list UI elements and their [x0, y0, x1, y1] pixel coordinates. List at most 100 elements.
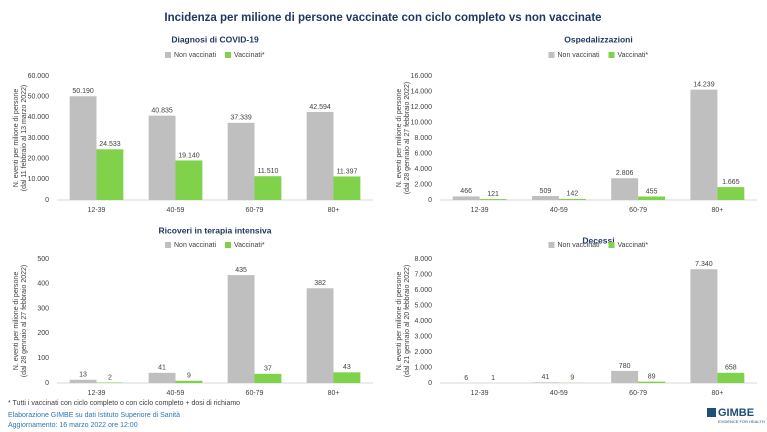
- y-tick-label: 4.000: [414, 166, 432, 173]
- value-label: 24.533: [99, 141, 121, 148]
- bar: [227, 275, 255, 383]
- page-title: Incidenza per milione di persone vaccina…: [164, 12, 601, 24]
- bar: [175, 160, 203, 200]
- y-tick-label: 0: [428, 197, 432, 204]
- value-label: 382: [314, 280, 326, 287]
- value-label: 1.665: [722, 179, 740, 186]
- value-label: 6: [464, 375, 468, 382]
- value-label: 121: [487, 191, 499, 198]
- value-label: 11.397: [336, 168, 357, 175]
- bar: [479, 199, 507, 200]
- y-tick-label: 300: [37, 305, 49, 312]
- value-label: 2.806: [616, 170, 634, 177]
- y-tick-label: 30.000: [28, 135, 50, 142]
- value-label: 466: [460, 188, 472, 195]
- x-tick-label: 12-39: [471, 390, 489, 397]
- value-label: 142: [567, 191, 579, 198]
- bar: [690, 89, 718, 200]
- bar: [306, 111, 334, 200]
- x-tick-label: 60-79: [629, 207, 647, 214]
- chart-title: Decessi: [582, 235, 614, 245]
- source: Elaborazione GIMBE su dati Istituto Supe…: [8, 412, 180, 419]
- bar: [611, 178, 639, 200]
- x-tick-label: 80+: [711, 207, 723, 214]
- value-label: 89: [648, 373, 656, 380]
- legend-label: Vaccinati*: [618, 52, 649, 59]
- y-tick-label: 1.000: [414, 364, 432, 371]
- x-tick-label: 60-79: [246, 207, 264, 214]
- value-label: 780: [619, 363, 631, 370]
- x-tick-label: 40-59: [167, 207, 185, 214]
- y-tick-label: 40.000: [28, 114, 50, 121]
- value-label: 50.190: [72, 88, 94, 95]
- y-tick-label: 20.000: [28, 156, 50, 163]
- bar: [148, 372, 176, 383]
- y-tick-label: 100: [37, 355, 49, 362]
- y-tick-label: 2.000: [414, 181, 432, 188]
- legend-swatch: [225, 52, 231, 58]
- y-axis-label: N. eventi per milione di persone: [13, 89, 20, 188]
- bar: [638, 196, 666, 200]
- logo-tagline: EVIDENCE FOR HEALTH: [718, 419, 765, 424]
- x-tick-label: 40-59: [550, 390, 568, 397]
- value-label: 435: [235, 267, 247, 274]
- bar: [717, 372, 745, 383]
- chart-title: Ricoveri in terapia intensiva: [159, 225, 272, 235]
- y-tick-label: 500: [37, 256, 49, 263]
- chart-title: Ospedalizzazioni: [564, 34, 633, 44]
- x-tick-label: 12-39: [88, 390, 106, 397]
- bar: [333, 372, 361, 383]
- value-label: 9: [187, 373, 191, 380]
- value-label: 19.140: [178, 152, 200, 159]
- y-tick-label: 6.000: [414, 287, 432, 294]
- y-tick-label: 3.000: [414, 333, 432, 340]
- logo-icon: [707, 408, 716, 417]
- bar: [558, 198, 586, 200]
- y-tick-label: 6.000: [414, 150, 432, 157]
- x-tick-label: 80+: [328, 390, 340, 397]
- y-tick-label: 7.000: [414, 271, 432, 278]
- bar: [227, 122, 255, 200]
- legend-swatch: [608, 242, 615, 248]
- y-axis-label: N. eventi per milione di persone: [13, 272, 20, 371]
- y-axis-label: (dal 28 gennaio al 27 febbraio 2022): [21, 265, 28, 377]
- logo-name: GIMBE: [718, 407, 754, 419]
- value-label: 14.239: [693, 81, 715, 88]
- value-label: 1: [491, 375, 495, 382]
- legend-label: Vaccinati*: [618, 242, 649, 249]
- y-tick-label: 12.000: [411, 104, 433, 111]
- x-tick-label: 12-39: [88, 207, 106, 214]
- x-tick-label: 40-59: [550, 207, 568, 214]
- y-axis-label: (dal 11 febbraio al 13 marzo 2022): [21, 85, 28, 192]
- bar: [452, 196, 480, 200]
- y-axis-label: (dal 28 gennaio al 27 febbraio 2022): [404, 82, 411, 194]
- legend-label: Non vaccinati: [558, 242, 600, 249]
- x-tick-label: 80+: [711, 390, 723, 397]
- y-axis-label: N. eventi per milione di persone: [396, 89, 403, 188]
- bar: [254, 373, 282, 383]
- legend-swatch: [165, 52, 171, 58]
- y-tick-label: 60.000: [28, 73, 50, 80]
- y-tick-label: 0: [45, 197, 49, 204]
- legend-label: Non vaccinati: [174, 52, 216, 59]
- legend-label: Non vaccinati: [558, 52, 600, 59]
- value-label: 41: [542, 374, 550, 381]
- bar: [333, 176, 361, 200]
- y-tick-label: 2.000: [414, 349, 432, 356]
- x-tick-label: 60-79: [246, 390, 264, 397]
- value-label: 509: [540, 188, 552, 195]
- bar: [638, 381, 666, 383]
- legend-label: Non vaccinati: [174, 242, 216, 249]
- y-tick-label: 4.000: [414, 318, 432, 325]
- x-tick-label: 80+: [328, 207, 340, 214]
- y-axis-label: N. eventi per milione di persone: [396, 272, 403, 371]
- value-label: 41: [158, 365, 166, 372]
- value-label: 9: [570, 375, 574, 382]
- legend-label: Vaccinati*: [234, 52, 265, 59]
- y-tick-label: 5.000: [414, 302, 432, 309]
- x-tick-label: 12-39: [471, 207, 489, 214]
- y-tick-label: 400: [37, 281, 49, 288]
- x-tick-label: 60-79: [629, 390, 647, 397]
